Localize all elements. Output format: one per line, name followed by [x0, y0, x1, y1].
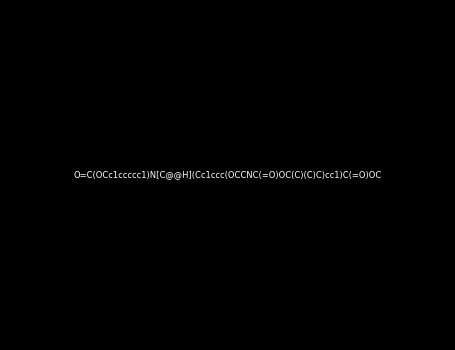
Text: O=C(OCc1ccccc1)N[C@@H](Cc1ccc(OCCNC(=O)OC(C)(C)C)cc1)C(=O)OC: O=C(OCc1ccccc1)N[C@@H](Cc1ccc(OCCNC(=O)O…	[73, 170, 382, 180]
